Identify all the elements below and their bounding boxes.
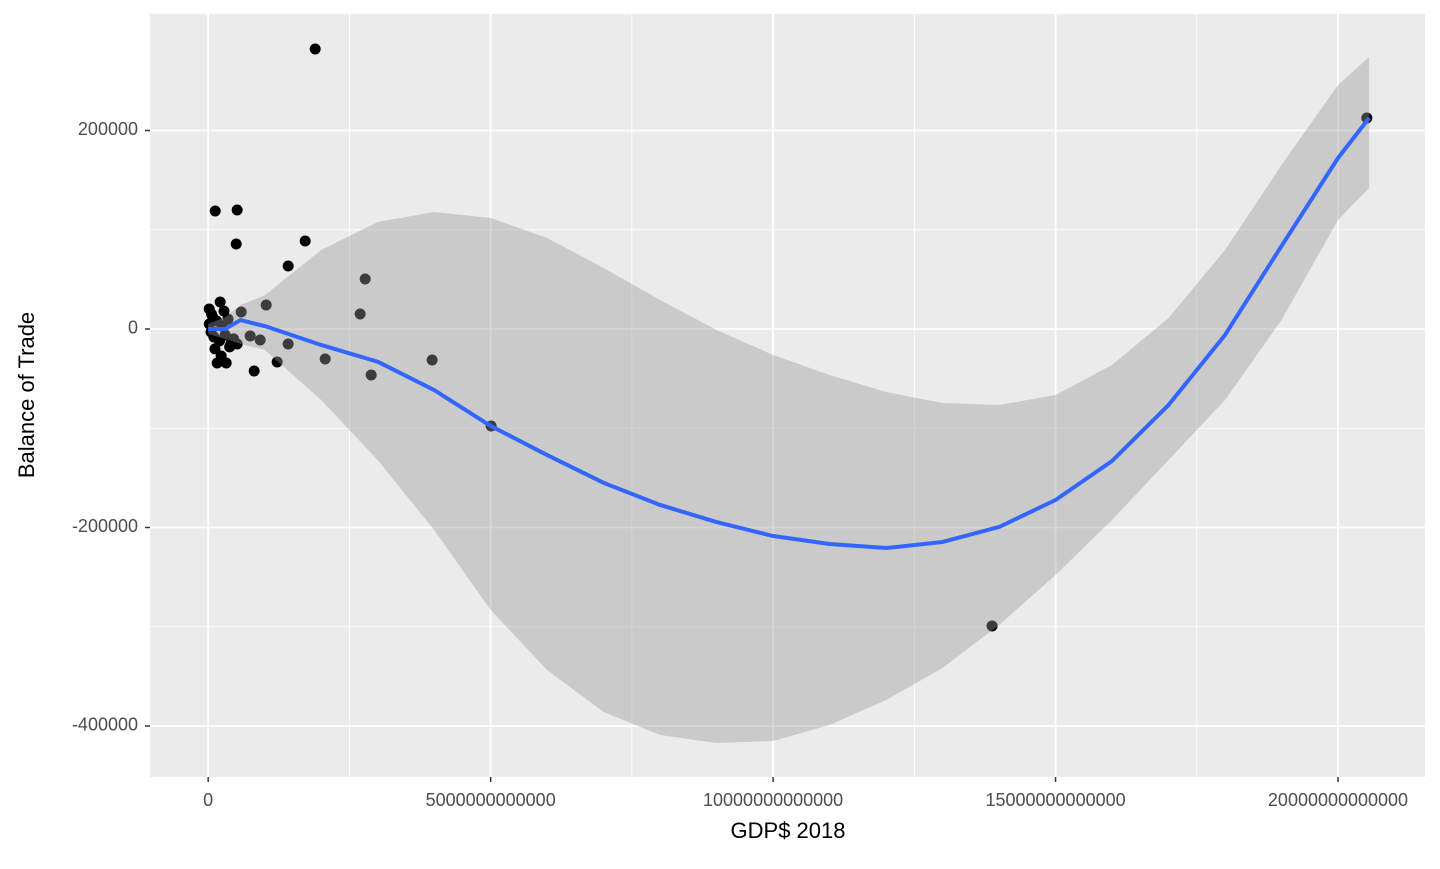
point (209, 343, 221, 355)
point (231, 204, 243, 216)
point (426, 354, 438, 366)
point (254, 334, 266, 346)
axes: 0 5000000000000 10000000000000 150000000000… (72, 119, 1408, 810)
x-tick-label: 0 (203, 790, 213, 810)
point (219, 329, 231, 341)
y-tick-label: -400000 (72, 715, 138, 735)
point (282, 338, 294, 350)
point (214, 296, 226, 308)
point (271, 356, 283, 368)
y-tick-label: 0 (128, 318, 138, 338)
point (359, 273, 371, 285)
point (248, 365, 260, 377)
point (209, 205, 221, 217)
point (365, 369, 377, 381)
y-tick-label: -200000 (72, 516, 138, 536)
y-axis-label: Balance of Trade (14, 312, 39, 478)
x-tick-label: 15000000000000 (985, 790, 1125, 810)
point (244, 330, 256, 342)
point (224, 341, 236, 353)
smooth (208, 57, 1371, 743)
y-tick-label: 200000 (78, 119, 138, 139)
smooth-line (208, 116, 1371, 551)
x-tick-label: 10000000000000 (703, 790, 843, 810)
point (206, 308, 218, 320)
point (986, 620, 998, 632)
x-tick-label: 5000000000000 (426, 790, 556, 810)
x-tick-label: 20000000000000 (1268, 790, 1408, 810)
point (260, 299, 272, 311)
point (215, 350, 227, 362)
point (309, 43, 321, 55)
grid (150, 14, 1425, 777)
point (299, 235, 311, 247)
point (230, 238, 242, 250)
panel (150, 14, 1425, 777)
point (319, 353, 331, 365)
point (218, 305, 230, 317)
point (354, 308, 366, 320)
points (203, 43, 1373, 632)
confidence-band (208, 57, 1370, 743)
x-axis-label: GDP$ 2018 (731, 818, 846, 843)
point (282, 260, 294, 272)
point (235, 306, 247, 318)
